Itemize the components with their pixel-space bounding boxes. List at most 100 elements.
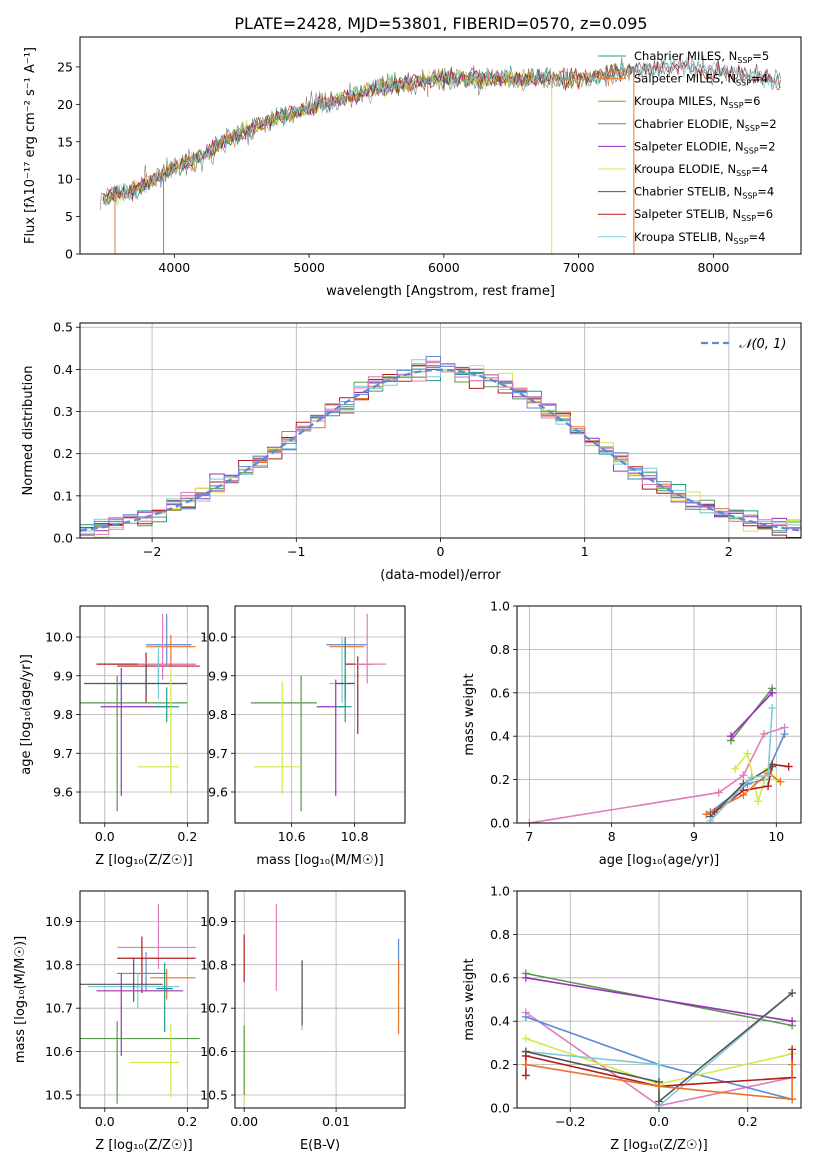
y-tick-label: 1.0 (490, 599, 510, 614)
weight-marker (655, 1082, 663, 1091)
errorbar-point (137, 669, 180, 794)
x-tick-label: 4000 (158, 260, 190, 275)
weight-series-line (709, 707, 773, 822)
x-tick-label: 1 (581, 544, 589, 559)
y-tick-label: 0.8 (490, 927, 510, 942)
weight-marker (655, 1097, 663, 1106)
y-tick-label: 0.1 (53, 488, 73, 503)
y-tick-label: 0.0 (490, 816, 510, 831)
weight-marker (768, 688, 777, 697)
legend-entry: Chabrier STELIB, NSSP=4 (634, 185, 774, 201)
y-tick-label: 9.7 (53, 746, 73, 761)
y-tick-label: 9.8 (53, 707, 73, 722)
weight-series-line (709, 733, 786, 813)
x-axis-label: Z [log₁₀(Z/Z☉)] (95, 853, 192, 868)
x-tick-label: 0.01 (322, 1114, 350, 1129)
spectrum-legend: Chabrier MILES, NSSP=5 Salpeter MILES, NS… (598, 49, 777, 246)
x-tick-label: 8000 (697, 260, 729, 275)
spectrum-lines (99, 55, 781, 254)
weight-marker (788, 1017, 797, 1026)
errorbar-point (150, 969, 196, 1000)
weight-marker (768, 762, 777, 771)
mass-vs-metallicity-panel: 0.0 0.2 10.5 10.6 10.7 10.8 10.9 Z [log₁₀(Z/Z☉)… (13, 890, 209, 1153)
x-tick-label: 0.2 (738, 1114, 758, 1129)
age-vs-mass-panel: 10.6 10.8 9.6 9.7 9.8 9.9 10.0 mass [log₁₀(M/M☉… (200, 605, 406, 868)
weight-marker (788, 988, 797, 997)
y-tick-label: 0.0 (490, 1101, 510, 1116)
x-axis-label: age [log₁₀(age/yr)] (599, 853, 720, 868)
axes-frame (234, 890, 406, 1109)
model-spectrum-line (102, 55, 781, 204)
weight-marker (727, 732, 736, 741)
x-tick-label: 7000 (563, 260, 595, 275)
errorbar-point (335, 637, 352, 723)
errorbar-point (146, 635, 196, 667)
errorbar-point (117, 936, 196, 993)
legend-entry: Kroupa MILES, NSSP=6 (634, 94, 760, 110)
x-axis-label: mass [log₁₀(M/M☉)] (256, 853, 383, 868)
model-spectrum-line (102, 56, 781, 206)
weight-marker (743, 749, 752, 758)
weight-marker (521, 1034, 530, 1043)
mass-vs-reddening-panel: 0.00 0.01 10.5 10.6 10.7 10.8 10.9 E(B-V) (200, 890, 406, 1153)
weight-marker (521, 1071, 530, 1080)
errorbar-point (354, 613, 387, 684)
weight-marker (525, 819, 534, 823)
y-tick-label: 0.6 (490, 685, 510, 700)
y-tick-label: 0.2 (53, 446, 73, 461)
y-tick-label: 10.6 (200, 1044, 228, 1059)
weight-marker (655, 1060, 663, 1069)
axes-frame (79, 36, 802, 255)
errorbar-point (137, 613, 196, 680)
x-axis-label: Z [log₁₀(Z/Z☉)] (610, 1138, 707, 1153)
errorbar-point (100, 668, 171, 796)
x-tick-label: 0.0 (95, 829, 115, 844)
errorbar-point (345, 656, 374, 734)
y-tick-label: 0.0 (53, 531, 73, 546)
x-axis-label: (data-model)/error (380, 568, 501, 583)
weight-marker (739, 771, 748, 780)
weight-marker (764, 771, 773, 780)
errorbar-points (243, 904, 400, 1100)
x-axis-label: E(B-V) (300, 1138, 340, 1153)
y-tick-label: 0.4 (490, 1014, 510, 1029)
weight-marker (747, 773, 756, 782)
x-axis-label: Z [log₁₀(Z/Z☉)] (95, 1138, 192, 1153)
legend-entry: 𝒩(0, 1) (739, 337, 786, 352)
model-spectrum-line (102, 66, 551, 201)
x-axis-label: wavelength [Angstrom, rest frame] (326, 284, 555, 299)
y-tick-label: 10.6 (45, 1044, 73, 1059)
y-tick-label: 10 (57, 172, 73, 187)
y-tick-label: 25 (57, 59, 73, 74)
legend-entry: Salpeter MILES, NSSP=4 (634, 72, 768, 88)
y-tick-label: 0.4 (53, 362, 73, 377)
y-tick-label: 9.9 (53, 668, 73, 683)
weight-marker (521, 973, 530, 982)
x-tick-label: 10 (768, 829, 784, 844)
legend-entry: Salpeter STELIB, NSSP=6 (634, 207, 773, 223)
axes-frame (79, 890, 209, 1109)
spectrum-panel: 4000 5000 6000 7000 8000 0 5 10 15 20 25 wavelength… (23, 36, 802, 299)
weight-series-line (730, 692, 773, 737)
weight-marker (788, 1060, 797, 1069)
histograms (80, 356, 801, 538)
y-tick-label: 20 (57, 97, 73, 112)
errorbar-point (129, 1023, 180, 1098)
errorbar-point (84, 664, 188, 696)
y-tick-label: 0.2 (490, 772, 510, 787)
observed-spectrum-line (99, 55, 781, 210)
errorbar-point (96, 644, 188, 699)
axes-frame (516, 605, 802, 824)
y-tick-label: 9.6 (208, 785, 228, 800)
x-tick-label: 2 (725, 544, 733, 559)
model-spectrum-line (102, 68, 551, 207)
x-tick-label: −0.2 (555, 1114, 585, 1129)
x-tick-label: 0.2 (177, 1114, 197, 1129)
weight-marker (706, 816, 715, 823)
weight-marker (521, 1012, 530, 1021)
legend-entry: Kroupa ELODIE, NSSP=4 (634, 162, 768, 178)
errorbar-point (316, 679, 346, 796)
errorbar-point (156, 962, 173, 1033)
errorbar-points (250, 613, 387, 812)
